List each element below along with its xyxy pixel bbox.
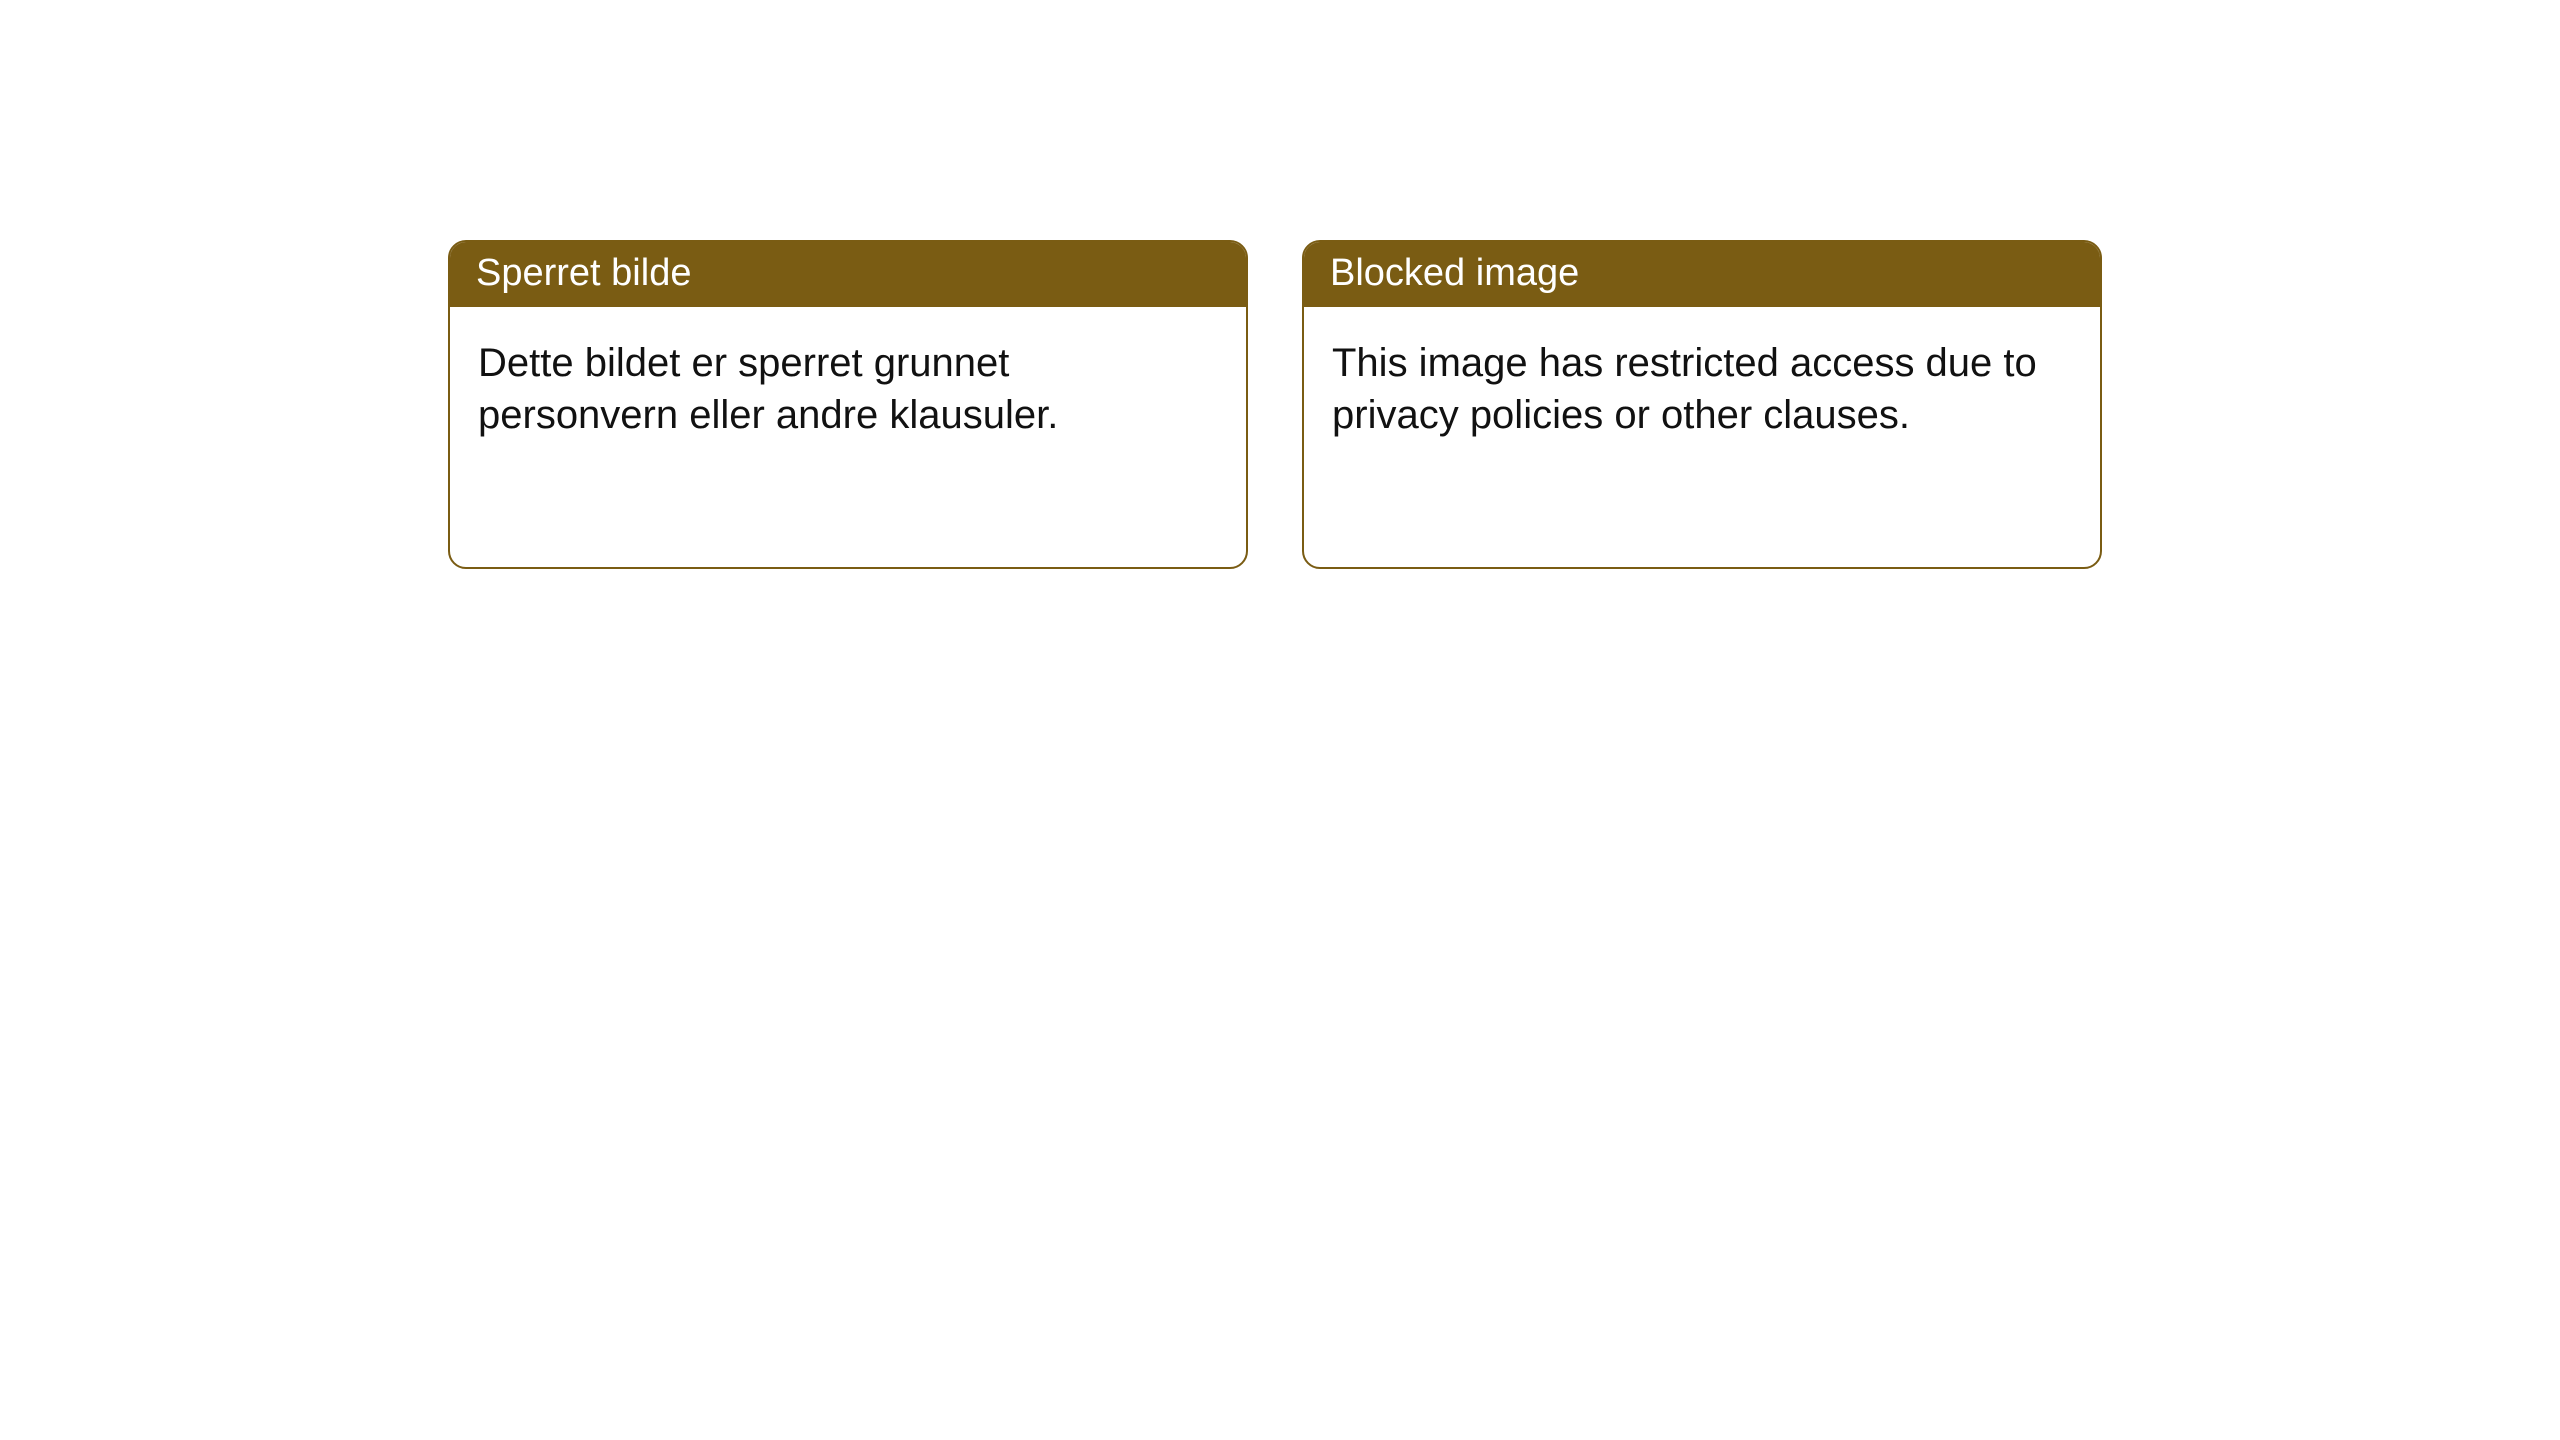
card-title: Blocked image [1304,242,2100,307]
notice-container: Sperret bilde Dette bildet er sperret gr… [0,0,2560,569]
blocked-image-card-en: Blocked image This image has restricted … [1302,240,2102,569]
card-body-text: Dette bildet er sperret grunnet personve… [450,307,1246,567]
card-title: Sperret bilde [450,242,1246,307]
card-body-text: This image has restricted access due to … [1304,307,2100,567]
blocked-image-card-no: Sperret bilde Dette bildet er sperret gr… [448,240,1248,569]
